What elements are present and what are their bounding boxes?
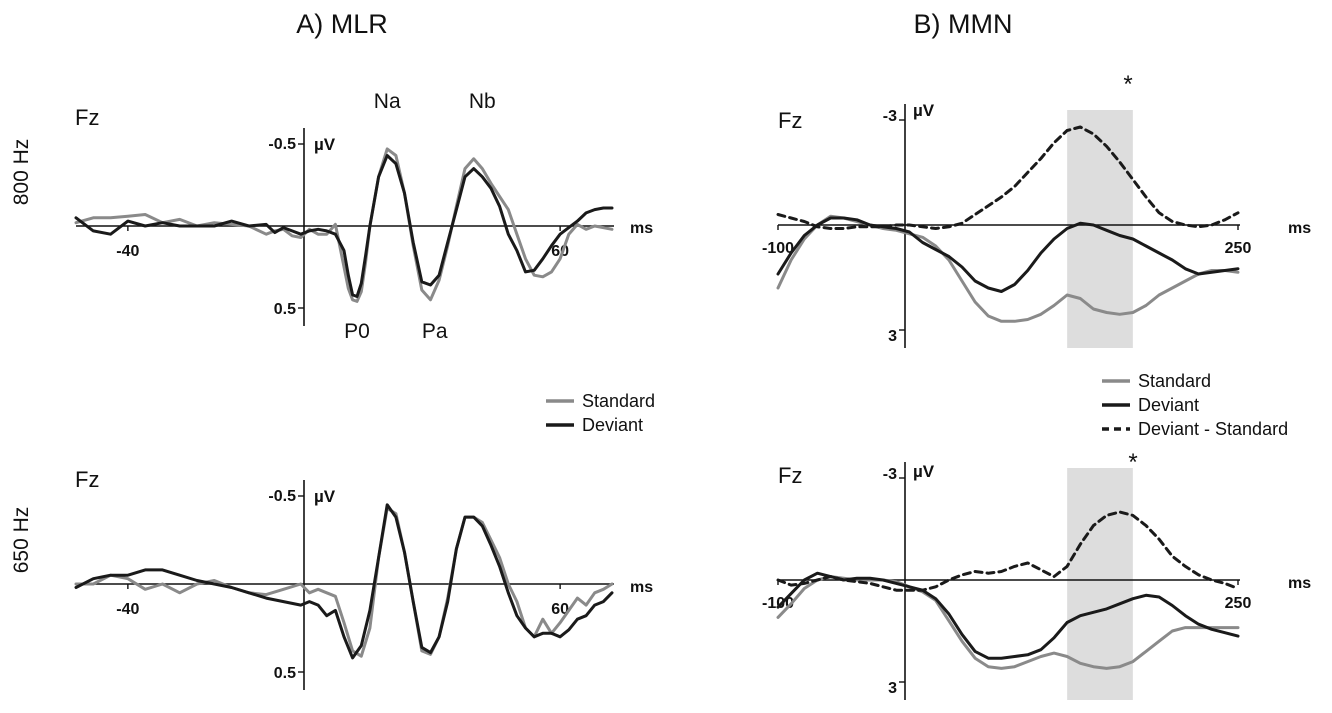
legend-label: Standard (1138, 371, 1211, 391)
y-tick-label: -0.5 (268, 488, 296, 505)
panel-title-mmn: B) MMN (914, 9, 1013, 39)
y-tick-label: -0.5 (268, 136, 296, 153)
peak-label: Nb (469, 90, 496, 113)
x-axis-unit-label: ms (1288, 220, 1311, 237)
series-line-deviant-standard (776, 125, 1240, 230)
y-axis-unit-label: µV (913, 462, 935, 481)
legend-label: Deviant (1138, 395, 1199, 415)
peak-label: P0 (344, 320, 370, 343)
y-tick-label: -3 (883, 466, 897, 483)
legend-mmn: Standard Deviant Deviant - Standard (1102, 371, 1288, 439)
y-axis-unit-label: µV (314, 487, 336, 506)
y-axis-unit-label: µV (314, 135, 336, 154)
x-tick-label: 250 (1225, 240, 1252, 257)
peak-label: Na (374, 90, 401, 113)
y-tick-label: -3 (883, 108, 897, 125)
legend-label: Deviant - Standard (1138, 419, 1288, 439)
legend-label: Standard (582, 391, 655, 411)
y-tick-label: 0.5 (274, 665, 296, 682)
y-axis-unit-label: µV (913, 101, 935, 120)
significance-marker: * (1123, 71, 1132, 98)
series-line-standard (776, 214, 1240, 323)
legend-mlr: Standard Deviant (546, 391, 655, 435)
channel-label: Fz (778, 108, 802, 133)
row-label-800hz: 800 Hz (10, 139, 33, 206)
x-tick-label: -40 (116, 243, 139, 260)
chart-mmn-800hz: -3 3 -100 250 ms µV Fz * (762, 71, 1311, 348)
peak-label: Pa (422, 320, 448, 343)
channel-label: Fz (75, 105, 99, 130)
series-line-deviant (74, 154, 614, 298)
x-tick-label: -40 (116, 601, 139, 618)
y-tick-label: 3 (888, 328, 897, 345)
channel-label: Fz (75, 467, 99, 492)
x-axis-unit-label: ms (1288, 575, 1311, 592)
series-line-standard (776, 575, 1240, 670)
legend-label: Deviant (582, 415, 643, 435)
series-line-deviant (74, 503, 614, 660)
x-tick-label: 250 (1225, 595, 1252, 612)
significance-marker: * (1128, 449, 1137, 476)
x-tick-label: -100 (762, 240, 794, 257)
y-tick-label: 3 (888, 680, 897, 697)
series-line-deviant (776, 216, 1240, 293)
row-label-650hz: 650 Hz (10, 507, 33, 574)
x-axis-unit-label: ms (630, 220, 653, 237)
series-line-deviant-standard (776, 510, 1240, 592)
series-line-deviant (776, 571, 1240, 660)
x-axis-unit-label: ms (630, 579, 653, 596)
y-tick-label: 0.5 (274, 301, 296, 318)
channel-label: Fz (778, 463, 802, 488)
panel-title-mlr: A) MLR (296, 9, 388, 39)
